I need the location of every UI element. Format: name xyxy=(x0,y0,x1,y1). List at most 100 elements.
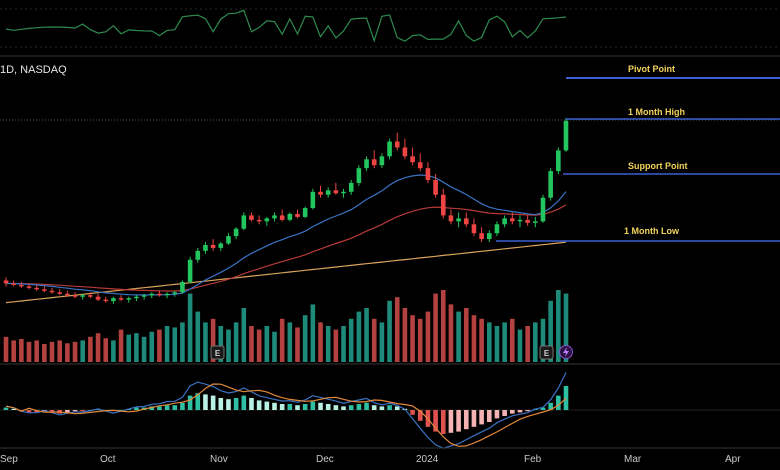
candle-body xyxy=(126,298,132,300)
volume-bar xyxy=(494,326,500,362)
macd-histogram-bar xyxy=(318,402,323,410)
volume-bar xyxy=(563,293,569,362)
candle-body xyxy=(563,120,569,151)
macd-histogram-bar xyxy=(3,407,9,410)
ticker-label: 1D, NASDAQ xyxy=(0,64,67,76)
candle-body xyxy=(371,159,377,166)
macd-histogram-bar xyxy=(525,410,530,412)
macd-histogram-bar xyxy=(387,405,392,410)
macd-histogram-bar xyxy=(379,406,385,410)
candle-body xyxy=(525,219,530,223)
volume-bar xyxy=(210,318,216,362)
volume-bar xyxy=(440,290,446,362)
macd-histogram-bar xyxy=(218,398,224,410)
volume-bar xyxy=(195,311,201,362)
x-tick-label: Mar xyxy=(624,454,642,465)
candle-body xyxy=(49,290,55,293)
candle-body xyxy=(471,224,477,234)
candle-body xyxy=(88,295,93,297)
lightning-icon[interactable] xyxy=(559,345,573,359)
candle-body xyxy=(118,298,124,300)
x-tick-label: Oct xyxy=(100,454,116,465)
macd-signal-line xyxy=(5,383,567,447)
macd-histogram-bar xyxy=(563,386,569,410)
volume-bar xyxy=(279,318,285,362)
fast-moving-average xyxy=(5,174,567,296)
x-tick-label: Apr xyxy=(725,454,741,465)
candle-body xyxy=(502,218,507,225)
volume-bar xyxy=(425,311,431,362)
macd-histogram-bar xyxy=(264,401,270,410)
candle-body xyxy=(402,147,408,157)
candle-body xyxy=(341,191,346,194)
candle-body xyxy=(111,298,116,302)
macd-histogram-bar xyxy=(364,402,369,410)
candle-body xyxy=(172,292,178,294)
candle-body xyxy=(210,244,216,248)
volume-bar xyxy=(72,341,78,362)
moving-averages xyxy=(5,174,567,304)
macd-histogram-bar xyxy=(371,405,377,410)
volume-bar xyxy=(256,329,262,362)
volume-bar xyxy=(233,322,239,362)
macd-histogram-bar xyxy=(241,395,247,410)
macd-histogram-bar xyxy=(187,395,193,410)
macd-histogram-bar xyxy=(272,402,277,410)
candle-body xyxy=(187,259,193,282)
candle-body xyxy=(241,215,247,229)
volume-bar xyxy=(479,318,484,362)
macd-histogram-bar xyxy=(249,398,254,410)
macd-histogram-bar xyxy=(65,410,70,413)
volume-bar xyxy=(540,318,546,362)
candle-body xyxy=(203,244,208,251)
macd-histogram-bar xyxy=(356,404,362,410)
candle-body xyxy=(256,219,262,222)
volume-bar xyxy=(556,290,561,362)
candle-body xyxy=(26,286,32,288)
macd-line xyxy=(5,372,567,449)
candle-body xyxy=(348,182,354,192)
earnings-badge-2[interactable]: E xyxy=(539,345,554,360)
volume-bar xyxy=(417,318,423,362)
candle-body xyxy=(333,190,339,194)
volume-bar xyxy=(264,326,270,362)
candle-body xyxy=(448,215,454,222)
macd-histogram-bar xyxy=(333,405,339,410)
macd-histogram-bar xyxy=(295,405,300,410)
x-axis: Sep Oct Nov Dec 2024 Feb Mar Apr xyxy=(0,454,741,465)
volume-bar xyxy=(318,322,323,362)
candle-body xyxy=(19,284,24,287)
earnings-badge-1[interactable]: E xyxy=(210,345,225,360)
candle-body xyxy=(310,191,316,209)
candle-body xyxy=(72,295,78,297)
volume-bar xyxy=(249,326,254,362)
candle-body xyxy=(364,159,369,169)
candle-body xyxy=(556,150,561,172)
volume-bar xyxy=(241,308,247,362)
volume-bar xyxy=(272,331,277,362)
macd-histogram-bar xyxy=(172,405,178,410)
macd-histogram-bar xyxy=(510,410,515,414)
candle-body xyxy=(3,280,9,284)
macd-histogram-bar xyxy=(195,393,201,410)
volume-bar xyxy=(57,340,62,362)
candle-body xyxy=(517,219,523,222)
volume-bar xyxy=(65,343,70,362)
volume-bar xyxy=(510,318,515,362)
volume-bar xyxy=(486,322,492,362)
volume-bar xyxy=(394,297,400,362)
volume-bar xyxy=(448,304,454,362)
volume-bar xyxy=(203,322,208,362)
support-point-label: Support Point xyxy=(628,161,688,171)
x-tick-label: Dec xyxy=(316,454,334,465)
level-lines: Pivot Point 1 Month High Support Point 1… xyxy=(496,64,780,242)
candle-body xyxy=(387,141,392,157)
volume-bar xyxy=(379,322,385,362)
candlesticks xyxy=(3,117,569,305)
candle-body xyxy=(410,156,415,163)
candle-body xyxy=(157,293,162,296)
volume-bar xyxy=(134,333,139,362)
macd-histogram-bar xyxy=(417,410,423,421)
